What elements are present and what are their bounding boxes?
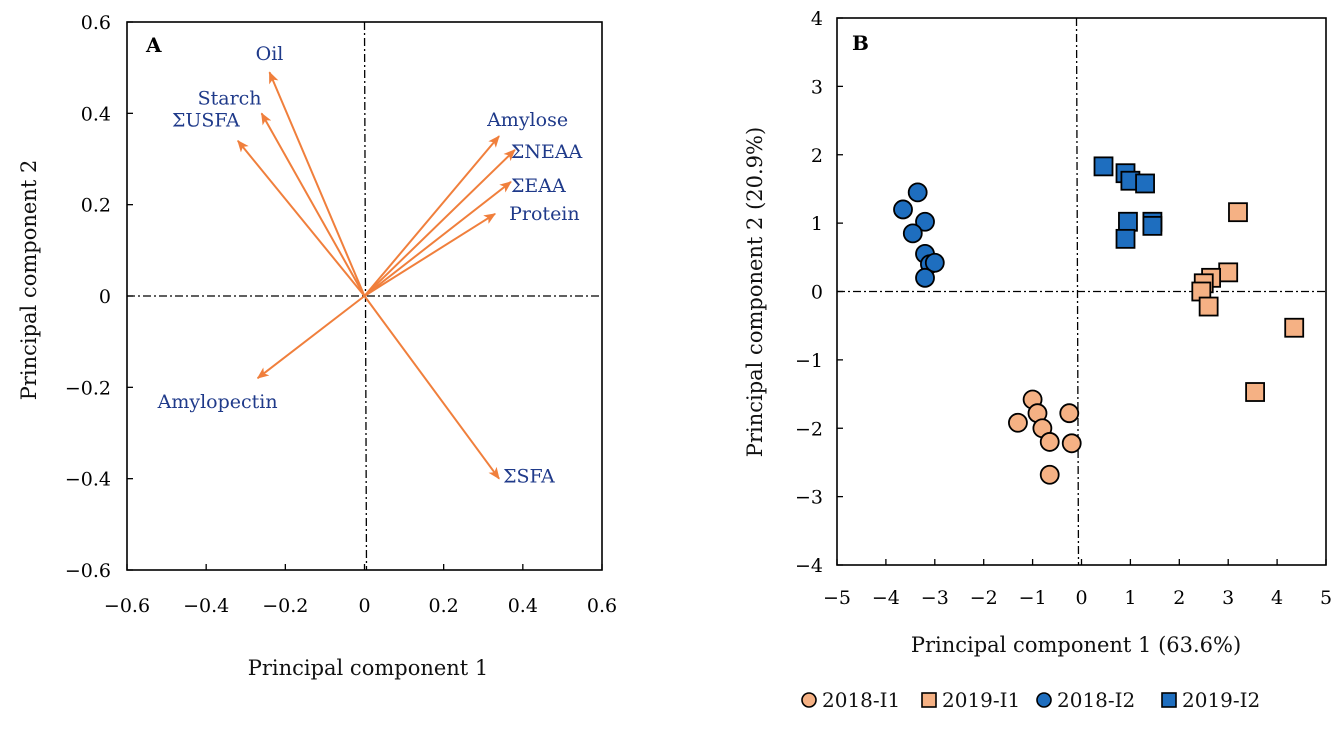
panel-a-vectors xyxy=(237,71,516,480)
point-2019-I2 xyxy=(1118,211,1138,232)
y-tick-label: 0.4 xyxy=(81,103,111,125)
x-tick-label: −0.2 xyxy=(262,595,308,617)
point-2018-I2 xyxy=(902,223,923,244)
x-tick-label: −0.4 xyxy=(183,595,229,617)
vector-sum-neaa xyxy=(363,149,516,297)
vector-amylopectin xyxy=(256,295,366,379)
point-2019-I1 xyxy=(1245,382,1265,402)
point-2018-I1 xyxy=(1059,403,1080,424)
point-2018-I1 xyxy=(1008,412,1028,433)
y-tick-label: −4 xyxy=(795,555,823,577)
point-2018-I2 xyxy=(907,182,928,203)
vector-sum-eaa xyxy=(363,181,512,297)
point-2019-I1 xyxy=(1198,296,1219,317)
vector-label-amylose: Amylose xyxy=(486,109,568,131)
panel-a-label: A xyxy=(145,33,162,57)
point-2018-I2 xyxy=(893,199,913,220)
x-tick-label: 0 xyxy=(1075,587,1087,609)
x-tick-label: −3 xyxy=(921,587,949,609)
y-tick-label: −0.6 xyxy=(65,560,111,582)
point-2018-I2 xyxy=(924,252,945,273)
vector-label-protein: Protein xyxy=(509,203,580,225)
point-2018-I1 xyxy=(1039,432,1060,452)
vector-sum-usfa xyxy=(237,139,366,297)
x-tick-label: 0.4 xyxy=(508,595,538,617)
y-tick-label: −3 xyxy=(795,487,823,509)
y-tick-label: 2 xyxy=(811,145,823,167)
x-tick-label: −5 xyxy=(823,587,851,609)
vector-amylose xyxy=(363,135,500,297)
vector-sum-sfa xyxy=(363,295,500,480)
legend-label-2018-I2: 2018-I2 xyxy=(1057,688,1135,712)
y-tick-label: 0 xyxy=(811,282,823,304)
x-tick-label: −0.6 xyxy=(104,595,150,617)
vector-label-sum-sfa: ΣSFA xyxy=(503,466,555,488)
point-2019-I2 xyxy=(1135,173,1155,194)
legend-marker-2019-I2 xyxy=(1161,692,1177,708)
point-2018-I2 xyxy=(915,267,935,288)
point-2019-I1 xyxy=(1218,262,1239,283)
panel-a-y-axis-label: Principal component 2 xyxy=(17,160,41,401)
legend-label-2019-I1: 2019-I1 xyxy=(942,688,1020,712)
x-tick-label: −4 xyxy=(872,587,900,609)
y-tick-label: 1 xyxy=(811,213,823,235)
panel-b-x-axis-label: Principal component 1 (63.6%) xyxy=(911,633,1241,657)
y-tick-label: −2 xyxy=(795,418,823,440)
x-tick-label: 0 xyxy=(358,595,370,617)
vector-label-sum-usfa: ΣUSFA xyxy=(172,110,240,132)
point-2019-I1 xyxy=(1284,317,1305,338)
panel-b-zero-line-y xyxy=(1075,17,1080,566)
panel-a-y-ticks: 0.6 0.4 0.2 0 −0.2 −0.4 −0.6 xyxy=(65,12,133,582)
legend-marker-2018-I2 xyxy=(1036,692,1052,708)
legend-label-2018-I1: 2018-I1 xyxy=(822,688,900,712)
y-tick-label: 0 xyxy=(99,286,111,308)
point-2019-I2 xyxy=(1115,228,1136,249)
panel-b-y-ticks: 4 3 2 1 0 −1 −2 −3 −4 xyxy=(795,8,843,577)
panel-a-x-ticks: −0.6 −0.4 −0.2 0 0.2 0.4 0.6 xyxy=(104,564,617,617)
y-tick-label: 4 xyxy=(811,8,823,30)
x-tick-label: 0.6 xyxy=(587,595,617,617)
point-2019-I2 xyxy=(1093,156,1114,177)
y-tick-label: −0.4 xyxy=(65,469,111,491)
y-tick-label: −0.2 xyxy=(65,377,111,399)
legend-marker-2019-I1 xyxy=(921,692,937,708)
x-tick-label: 1 xyxy=(1124,587,1136,609)
point-2019-I1 xyxy=(1228,202,1248,223)
y-tick-label: −1 xyxy=(795,350,823,372)
vector-label-starch: Starch xyxy=(198,87,262,109)
vector-protein xyxy=(363,212,496,297)
vector-label-oil: Oil xyxy=(256,43,284,65)
panel-b-points xyxy=(893,156,1305,485)
vector-label-sum-eaa: ΣEAA xyxy=(511,175,566,197)
x-tick-label: −2 xyxy=(970,587,998,609)
x-tick-label: 4 xyxy=(1271,587,1283,609)
legend-marker-2018-I1 xyxy=(801,692,817,708)
y-tick-label: 3 xyxy=(811,76,823,98)
x-tick-label: 0.2 xyxy=(429,595,459,617)
y-tick-label: 0.2 xyxy=(81,195,111,217)
vector-label-amylopectin: Amylopectin xyxy=(157,391,278,413)
panel-b-x-ticks: −5 −4 −3 −2 −1 0 1 2 3 4 5 xyxy=(823,559,1332,609)
panel-b-label: B xyxy=(852,31,869,55)
y-tick-label: 0.6 xyxy=(81,12,111,34)
point-2019-I2 xyxy=(1142,215,1163,236)
panel-a: A −0.6 −0.4 −0.2 0 0.2 0.4 0.6 0.60.40.20−0.2−… xyxy=(17,12,617,680)
point-2018-I1 xyxy=(1061,433,1082,454)
x-tick-label: 3 xyxy=(1222,587,1234,609)
x-tick-label: 2 xyxy=(1173,587,1185,609)
point-2018-I2 xyxy=(915,211,935,232)
vector-starch xyxy=(260,112,366,297)
x-tick-label: 5 xyxy=(1320,587,1332,609)
panel-b-legend: 2018-I1 2019-I1 2018-I2 2019-I2 xyxy=(801,688,1260,712)
panel-a-x-axis-label: Principal component 1 xyxy=(248,656,489,680)
x-tick-label: −1 xyxy=(1019,587,1047,609)
legend-label-2019-I2: 2019-I2 xyxy=(1182,688,1260,712)
point-2018-I1 xyxy=(1039,464,1060,485)
vector-label-sum-neaa: ΣNEAA xyxy=(511,141,583,163)
panel-b-y-axis-label: Principal component 2 (20.9%) xyxy=(743,127,767,457)
vector-oil xyxy=(268,71,366,297)
